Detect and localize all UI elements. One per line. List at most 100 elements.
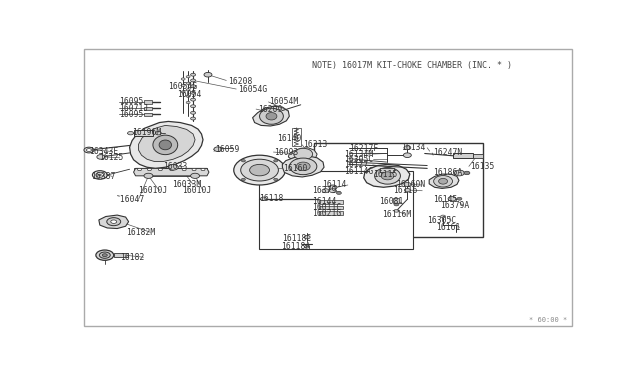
Circle shape [337, 192, 341, 195]
Circle shape [260, 197, 266, 201]
Text: 16343E: 16343E [89, 147, 118, 156]
Circle shape [403, 153, 412, 157]
Circle shape [454, 170, 465, 176]
Text: 16114G: 16114G [344, 167, 373, 176]
Circle shape [274, 160, 278, 162]
Text: 16160N: 16160N [396, 180, 426, 189]
Ellipse shape [260, 108, 284, 124]
Circle shape [241, 178, 245, 180]
Text: 16033: 16033 [163, 162, 188, 171]
Circle shape [158, 169, 163, 171]
Circle shape [99, 252, 110, 258]
Text: NOTE) 16017M KIT-CHOKE CHAMBER (INC. * ): NOTE) 16017M KIT-CHOKE CHAMBER (INC. * ) [312, 61, 512, 70]
Text: 16196M: 16196M [132, 128, 161, 137]
Circle shape [181, 84, 185, 86]
Circle shape [250, 164, 269, 176]
Text: 16081: 16081 [379, 197, 403, 206]
Circle shape [102, 254, 108, 257]
Text: 16208: 16208 [228, 77, 252, 86]
Circle shape [144, 173, 153, 179]
Text: 16182: 16182 [120, 253, 144, 262]
Circle shape [192, 169, 196, 171]
Ellipse shape [296, 162, 310, 171]
Circle shape [168, 164, 178, 170]
Text: 16379: 16379 [312, 186, 337, 195]
Text: 16033M: 16033M [172, 180, 201, 189]
Circle shape [457, 197, 462, 200]
Circle shape [191, 111, 196, 114]
Text: 16182M: 16182M [125, 228, 155, 237]
Circle shape [97, 155, 105, 159]
Circle shape [394, 209, 399, 212]
Text: 16011C: 16011C [312, 203, 341, 212]
Circle shape [127, 131, 134, 135]
Circle shape [330, 189, 337, 193]
Circle shape [96, 250, 114, 260]
Ellipse shape [381, 172, 394, 180]
Text: 16247N: 16247N [433, 148, 463, 157]
Circle shape [440, 215, 445, 218]
Ellipse shape [289, 158, 317, 175]
Circle shape [181, 78, 185, 80]
Circle shape [191, 105, 196, 108]
Circle shape [181, 91, 185, 93]
Bar [380, 168, 394, 172]
Text: 16059: 16059 [215, 145, 239, 154]
Circle shape [92, 171, 108, 179]
Text: 16114: 16114 [322, 180, 346, 189]
Circle shape [186, 89, 190, 91]
Text: 16217F: 16217F [349, 144, 378, 153]
Circle shape [329, 185, 337, 190]
Circle shape [201, 169, 205, 171]
Text: 16305C: 16305C [428, 216, 456, 225]
Bar [259, 171, 413, 248]
Bar [319, 201, 343, 204]
Text: 16116M: 16116M [381, 210, 411, 219]
Circle shape [305, 245, 310, 248]
Text: 16054: 16054 [177, 90, 201, 99]
Circle shape [191, 85, 196, 88]
Bar [319, 206, 343, 209]
Bar [145, 100, 152, 104]
Circle shape [99, 174, 101, 176]
Circle shape [304, 235, 310, 239]
Text: 16160: 16160 [284, 164, 308, 173]
Circle shape [234, 155, 285, 185]
Circle shape [241, 159, 278, 181]
Ellipse shape [159, 140, 172, 150]
Text: 16021G: 16021G [312, 209, 341, 218]
Circle shape [191, 79, 196, 82]
Text: ‶16047: ‶16047 [116, 195, 145, 204]
Text: 16140: 16140 [277, 134, 302, 143]
Text: 16054M: 16054M [269, 97, 299, 106]
Bar [292, 128, 301, 146]
Polygon shape [138, 125, 195, 161]
Text: 16379A: 16379A [440, 201, 469, 210]
Circle shape [404, 146, 411, 150]
Text: 16127: 16127 [344, 160, 368, 169]
Circle shape [191, 92, 196, 94]
Text: 16186A: 16186A [433, 169, 463, 177]
Circle shape [111, 220, 116, 223]
Circle shape [84, 147, 94, 153]
Circle shape [464, 171, 470, 175]
Text: * 60:00 *: * 60:00 * [529, 317, 567, 323]
Text: 16387: 16387 [91, 172, 115, 181]
Polygon shape [364, 164, 410, 187]
Polygon shape [288, 148, 317, 162]
Text: 16116: 16116 [394, 186, 418, 195]
Circle shape [138, 169, 141, 171]
Circle shape [274, 178, 278, 180]
Text: 16071J: 16071J [118, 104, 148, 113]
Circle shape [182, 169, 186, 171]
Circle shape [170, 169, 173, 171]
Circle shape [448, 196, 456, 201]
Circle shape [186, 101, 190, 104]
Text: 16118: 16118 [260, 194, 284, 203]
Circle shape [241, 160, 245, 162]
Bar [134, 130, 154, 136]
Text: 16095: 16095 [118, 97, 143, 106]
Text: 16115: 16115 [372, 170, 397, 179]
Circle shape [404, 182, 411, 186]
Circle shape [186, 95, 190, 97]
